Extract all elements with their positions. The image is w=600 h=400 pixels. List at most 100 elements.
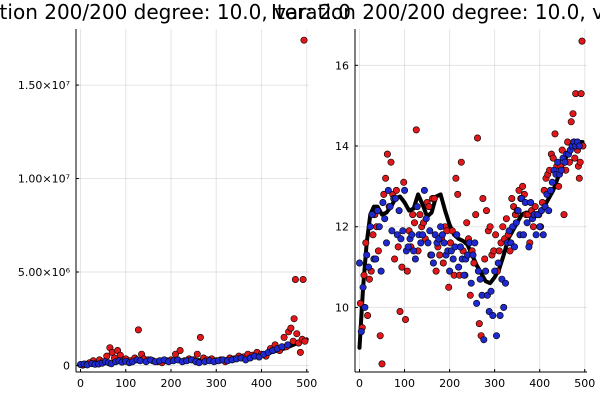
blue-point [428, 251, 436, 259]
blue-point [455, 263, 463, 271]
red-point [502, 215, 510, 223]
red-point [430, 195, 438, 203]
blue-point [278, 343, 286, 351]
blue-point [395, 207, 403, 215]
blue-point [377, 267, 385, 275]
blue-point [384, 186, 392, 194]
y-tick-label: 12 [335, 221, 349, 234]
red-point [290, 315, 298, 323]
red-point [409, 211, 417, 219]
red-point [410, 219, 418, 227]
blue-point [410, 247, 418, 255]
x-tick-label: 100 [115, 377, 136, 390]
blue-point [548, 178, 556, 186]
blue-point [379, 199, 387, 207]
y-tick-label: 14 [335, 140, 349, 153]
red-point [452, 174, 460, 182]
blue-point [373, 207, 381, 215]
red-point [448, 227, 456, 235]
blue-point [536, 223, 544, 231]
blue-point [453, 231, 461, 239]
blue-point [469, 251, 477, 259]
blue-point [368, 211, 376, 219]
blue-point [361, 303, 369, 311]
blue-point [429, 259, 437, 267]
red-point [293, 330, 301, 338]
red-point [383, 150, 391, 158]
x-tick-label: 500 [296, 377, 317, 390]
blue-point [359, 283, 367, 291]
red-point [362, 239, 370, 247]
blue-point [539, 231, 547, 239]
right-axes [354, 29, 587, 373]
blue-point [489, 311, 497, 319]
blue-point [440, 239, 448, 247]
x-tick-label: 300 [484, 377, 505, 390]
blue-point [388, 227, 396, 235]
blue-point [545, 207, 553, 215]
red-point [482, 207, 490, 215]
x-tick-label: 300 [206, 377, 227, 390]
red-point [457, 158, 465, 166]
blue-point [510, 243, 518, 251]
red-point [287, 324, 295, 332]
blue-point [355, 259, 363, 267]
red-point [492, 231, 500, 239]
blue-point [284, 341, 292, 349]
red-point [466, 291, 474, 299]
red-point [291, 275, 299, 283]
red-point [416, 211, 424, 219]
x-tick-label: 200 [439, 377, 460, 390]
blue-point [417, 239, 425, 247]
red-point [560, 211, 568, 219]
right-chart-title: Iteration 200/200 degree: 10.0, var: 2.0 [271, 0, 600, 24]
blue-point [411, 255, 419, 263]
red-point [280, 333, 288, 341]
left-axes [75, 29, 309, 373]
blue-point [467, 279, 475, 287]
red-point [365, 275, 373, 283]
blue-point [404, 243, 412, 251]
blue-point [372, 255, 380, 263]
red-point [454, 190, 462, 198]
red-point [508, 195, 516, 203]
y-tick-label: 1.50×10⁷ [18, 79, 70, 92]
red-point [196, 333, 204, 341]
x-tick-label: 400 [529, 377, 550, 390]
red-point [400, 178, 408, 186]
red-point [481, 255, 489, 263]
x-tick-label: 0 [77, 377, 84, 390]
red-point [445, 283, 453, 291]
blue-point [473, 299, 481, 307]
red-point [396, 307, 404, 315]
red-point [506, 247, 514, 255]
blue-point [386, 203, 394, 211]
blue-point [391, 195, 399, 203]
blue-point [532, 231, 540, 239]
red-point [134, 326, 142, 334]
red-point [398, 263, 406, 271]
blue-point [491, 267, 499, 275]
blue-point [471, 239, 479, 247]
y-tick-label: 5.00×10⁶ [18, 266, 71, 279]
blue-point [512, 219, 520, 227]
y-tick-label: 0 [63, 359, 70, 372]
blue-point [482, 267, 490, 275]
red-point [376, 332, 384, 340]
blue-point [519, 231, 527, 239]
blue-point [446, 267, 454, 275]
blue-point [438, 231, 446, 239]
red-point [356, 299, 364, 307]
blue-point [424, 239, 432, 247]
blue-point [413, 203, 421, 211]
red-point [551, 130, 559, 138]
blue-point [136, 357, 144, 365]
blue-point [523, 219, 531, 227]
blue-point [397, 235, 405, 243]
right-tick-labels: 0 100 200 300 400 500 10 12 14 16 [335, 59, 595, 390]
blue-point [500, 303, 508, 311]
red-point [531, 203, 539, 211]
red-point [576, 158, 584, 166]
blue-point [480, 336, 488, 344]
